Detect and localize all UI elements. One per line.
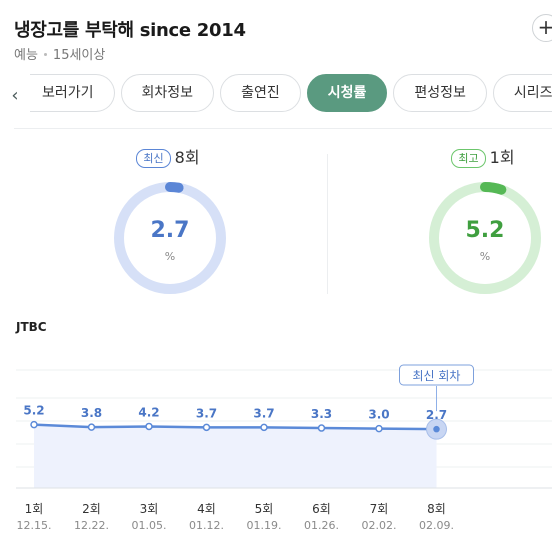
value-label-7: 3.0 <box>368 408 389 422</box>
meta-separator-dot <box>43 52 47 56</box>
age-rating-label: 15세이상 <box>52 48 106 63</box>
highest-gauge-fill <box>429 182 541 294</box>
latest-rating-unit: % <box>164 250 176 263</box>
latest-gauge-fill <box>114 182 226 294</box>
latest-badge: 최신 <box>136 149 171 168</box>
tab-divider <box>14 128 552 129</box>
x-date-label-2: 12.22. <box>74 519 109 532</box>
latest-rating-header: 최신 8회 <box>68 144 268 168</box>
highest-rating-card: 최고 1회 5.2 % <box>383 144 552 294</box>
x-date-label-4: 01.12. <box>189 519 224 532</box>
tab-4[interactable]: 편성정보 <box>393 74 487 112</box>
data-point-1 <box>30 420 38 429</box>
tab-2[interactable]: 출연진 <box>220 74 301 112</box>
x-date-label-6: 01.26. <box>304 519 339 532</box>
x-date-label-5: 01.19. <box>247 519 282 532</box>
data-point-4 <box>202 423 211 432</box>
genre-label: 예능 <box>14 48 38 63</box>
stats-divider <box>327 154 328 294</box>
value-label-1: 5.2 <box>23 404 44 418</box>
tab-3[interactable]: 시청률 <box>306 74 388 112</box>
tab-0[interactable]: 보러가기 <box>30 74 115 112</box>
value-label-6: 3.3 <box>311 407 332 421</box>
x-date-label-8: 02.09. <box>419 519 454 532</box>
data-point-6 <box>317 424 326 432</box>
x-episode-label-5: 5회 <box>255 502 274 516</box>
x-episode-label-8: 8회 <box>427 502 446 516</box>
rating-line-chart: 최신 회차 5.2 1회 12.15. 3.8 2회 12.22. 4.2 3회 01.05. 3.… <box>16 364 552 532</box>
latest-episode-callout: 최신 회차 <box>413 369 461 383</box>
highest-episode: 1회 <box>489 148 515 167</box>
latest-rating-value: 2.7 <box>150 218 190 243</box>
tab-1[interactable]: 회차정보 <box>120 74 215 112</box>
callout-box <box>399 364 474 386</box>
value-label-4: 3.7 <box>196 406 217 420</box>
program-meta: 예능 15세이상 <box>14 44 105 63</box>
x-episode-label-3: 3회 <box>140 502 159 516</box>
latest-episode: 8회 <box>174 148 200 167</box>
network-label: JTBC <box>16 320 47 334</box>
data-point-5 <box>260 423 268 432</box>
chart-area-fill <box>34 424 437 488</box>
x-date-label-1: 12.15. <box>17 519 52 532</box>
series-line <box>33 423 437 431</box>
x-episode-label-2: 2회 <box>82 502 101 516</box>
highest-rating-value: 5.2 <box>465 218 505 243</box>
x-episode-label-1: 1회 <box>25 502 44 516</box>
tab-list: 보러가기 회차정보 출연진 시청률 편성정보 시리즈 <box>30 74 552 116</box>
latest-rating-gauge <box>114 182 226 294</box>
value-label-3: 4.2 <box>138 405 159 419</box>
data-point-2 <box>87 423 96 431</box>
data-point-3 <box>145 422 153 431</box>
x-episode-label-4: 4회 <box>197 502 216 516</box>
value-label-8: 2.7 <box>426 408 447 422</box>
latest-rating-card: 최신 8회 2.7 % <box>68 144 268 294</box>
chevron-left-icon[interactable]: ‹ <box>11 85 19 106</box>
tab-5[interactable]: 시리즈 <box>492 74 552 112</box>
highest-rating-gauge <box>429 182 541 294</box>
plus-icon[interactable]: + <box>532 14 552 42</box>
highest-badge: 최고 <box>451 149 486 168</box>
x-episode-label-6: 6회 <box>312 502 331 516</box>
x-episode-label-7: 7회 <box>370 502 389 516</box>
value-label-2: 3.8 <box>81 406 102 420</box>
highest-rating-header: 최고 1회 <box>383 144 552 168</box>
x-date-label-3: 01.05. <box>132 519 167 532</box>
program-title: 냉장고를 부탁해 since 2014 <box>14 20 246 41</box>
highest-rating-unit: % <box>479 250 491 263</box>
data-point-7 <box>375 424 383 433</box>
x-date-label-7: 02.02. <box>362 519 397 532</box>
data-point-8 <box>433 425 440 433</box>
value-label-5: 3.7 <box>253 406 274 420</box>
tab-bar: ‹ 보러가기 회차정보 출연진 시청률 편성정보 시리즈 <box>0 74 552 116</box>
